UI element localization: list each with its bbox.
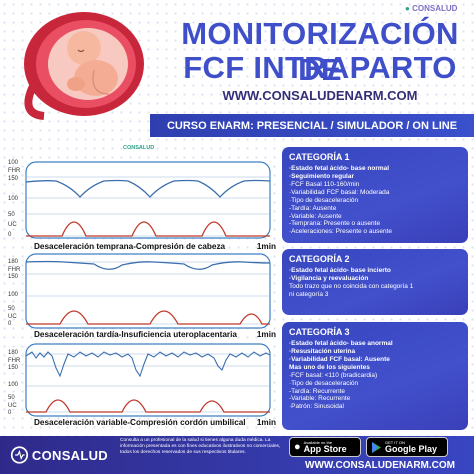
disclaimer-text: Consulta a un profesional de la salud si… [120, 438, 281, 455]
category-line: ·Patrón: Sinusoidal [289, 403, 344, 411]
category-line: ·Estado fetal ácido- base anormal [289, 339, 393, 347]
category-title: CATEGORÍA 2 [289, 254, 350, 264]
category-1-card: CATEGORÍA 1 ·Estado fetal ácido- base no… [282, 147, 468, 243]
apple-icon: ● [294, 441, 301, 453]
uc-trace [26, 399, 270, 413]
uc-tick: 0 [8, 410, 12, 416]
category-line: Mas uno de los siguientes [289, 363, 370, 371]
category-line: ·FCF basal: <110 (bradicardia) [289, 371, 378, 379]
brand-logo-top: ● CONSALUD [405, 4, 458, 13]
fhr-axis-label: FHR [8, 267, 21, 273]
fhr-tick: 180 [8, 259, 19, 265]
category-line: -Tardía: Recurrente [289, 387, 345, 395]
category-line: ni categoría 3 [289, 290, 329, 298]
fhr-tick: 150 [8, 176, 19, 182]
category-line: ·Seguimiento regular [289, 172, 355, 180]
chart-late-deceleration: 180 FHR 150 100 50 UC 0 Desaceleración t… [4, 252, 276, 342]
category-line: ·FCF Basal 110-160/min [289, 180, 360, 188]
category-title: CATEGORÍA 3 [289, 327, 350, 337]
fhr-trace [25, 260, 271, 270]
uc-trace [25, 221, 270, 237]
google-play-button[interactable]: GET IT ON Google Play [366, 437, 448, 457]
chart-early-deceleration: 100 FHR 150 100 50 UC 0 Desaceleración t… [4, 150, 276, 254]
category-line: ·Variabilidad FCF basal: Ausente [289, 355, 390, 363]
category-2-card: CATEGORÍA 2 ·Estado fetal ácido- base in… [282, 249, 468, 315]
uc-trace [26, 310, 270, 325]
fhr-axis-label: FHR [8, 358, 21, 364]
footer-brand-logo: CONSALUD [10, 442, 108, 468]
fhr-axis-label: FHR [8, 168, 21, 174]
category-line: -Temprana: Presente o ausente [289, 220, 381, 228]
page-title-line-1: MONITORIZACIÓN DE [181, 16, 459, 87]
uc-tick: 50 [8, 212, 15, 218]
uc-tick: 50 [8, 395, 15, 401]
uc-axis-label: UC [8, 222, 17, 228]
uc-tick: 0 [8, 321, 12, 327]
category-line: ·Resusitación uterina [289, 347, 356, 355]
category-line: ·Tipo de desaceleración [289, 196, 359, 204]
fhr-trace [25, 179, 271, 198]
category-title: CATEGORÍA 1 [289, 152, 350, 162]
fhr-tick: 150 [8, 365, 19, 371]
fhr-tick: 180 [8, 350, 19, 356]
uc-tick: 0 [8, 232, 12, 238]
footer-website-link[interactable]: WWW.CONSALUDENARM.COM [305, 460, 455, 471]
fhr-trace [25, 351, 271, 378]
category-line: ·Vigilancia y reevaluación [289, 274, 369, 282]
category-3-card: CATEGORÍA 3 ·Estado fetal ácido- base an… [282, 322, 468, 430]
fhr-tick: 100 [8, 196, 19, 202]
category-line: ·Variabilidad FCF basal: Moderada [289, 188, 390, 196]
app-store-button[interactable]: ● Available on the App Store [289, 437, 361, 457]
uc-tick: 50 [8, 306, 15, 312]
category-line: -Variable: Recurrente [289, 395, 351, 403]
fhr-tick: 100 [8, 160, 19, 166]
website-link[interactable]: WWW.CONSALUDENARM.COM [222, 88, 418, 103]
uc-tick: 100 [8, 292, 19, 298]
chart-variable-deceleration: 180 FHR 150 100 50 UC 0 Desaceleración v… [4, 340, 276, 432]
chart-brand-mark: CONSALUD [123, 145, 155, 151]
chart-caption: Desaceleración variable-Compresión cordó… [34, 418, 276, 427]
category-line: ·Estado fetal ácido- base incierto [289, 266, 391, 274]
brand-icon [10, 446, 29, 464]
fhr-tick: 150 [8, 274, 19, 280]
chart-caption: Desaceleración temprana-Compresión de ca… [34, 242, 276, 251]
google-play-icon [372, 441, 381, 453]
uc-axis-label: UC [8, 403, 17, 409]
uc-axis-label: UC [8, 314, 17, 320]
category-line: ·Aceleraciones: Presente o ausente [289, 228, 392, 236]
page-title-line-2: FCF INTRAPARTO [183, 50, 457, 85]
category-line: ·Tipo de desaceleración [289, 379, 359, 387]
category-line: ·Estado fetal ácido- base normal [289, 164, 390, 172]
uc-tick: 100 [8, 382, 19, 388]
fetus-in-uterus-illustration [24, 12, 144, 120]
category-line: -Tardía: Ausente [289, 204, 337, 212]
course-banner: CURSO ENARM: PRESENCIAL / SIMULADOR / ON… [150, 114, 474, 137]
category-line: Todo trazo que no coincida con categoría… [289, 282, 414, 290]
chart-caption: Desaceleración tardía-Insuficiencia uter… [34, 330, 276, 339]
category-line: -Variable: Ausente [289, 212, 342, 220]
